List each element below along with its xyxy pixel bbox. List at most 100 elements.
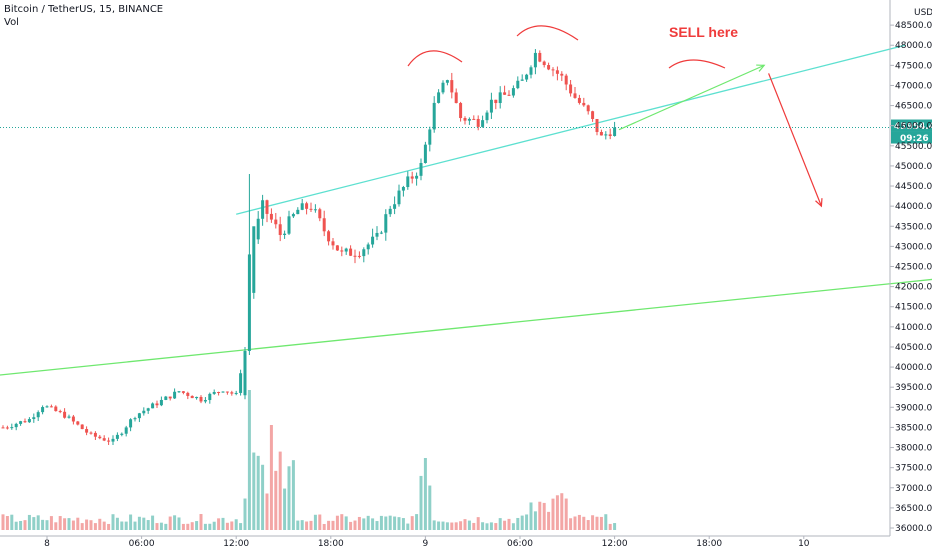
candle-body — [27, 419, 31, 423]
y-tick-label: 36000.00 — [895, 524, 932, 534]
candle-body — [516, 80, 520, 89]
candle-body — [419, 162, 423, 176]
volume-bar — [441, 521, 445, 530]
candle-body — [45, 406, 49, 408]
volume-bar — [58, 516, 62, 530]
volume-bar — [300, 520, 304, 530]
candle-body — [63, 411, 67, 418]
volume-bar — [36, 515, 40, 530]
y-tick-label: 43500.00 — [895, 222, 932, 232]
candle-body — [450, 80, 454, 93]
volume-bar — [481, 522, 485, 530]
head-arc[interactable] — [516, 25, 579, 41]
candle-body — [98, 436, 102, 439]
candle-body — [428, 129, 432, 145]
y-tick-label: 37000.00 — [895, 484, 932, 494]
candle-body — [137, 413, 141, 419]
volume-bar — [23, 520, 27, 530]
x-tick-label: 06:00 — [507, 539, 533, 549]
candle-body — [190, 395, 194, 399]
projection-up-arrow[interactable] — [618, 64, 765, 131]
volume-bar — [269, 425, 273, 530]
volume-bars — [1, 390, 617, 530]
volume-bar — [604, 514, 608, 530]
volume-bar — [291, 460, 295, 530]
candle-body — [71, 416, 75, 422]
trendline-green_support[interactable] — [0, 275, 932, 376]
candle-body — [476, 118, 480, 127]
x-tick-label: 18:00 — [318, 539, 344, 549]
candle-body — [441, 82, 445, 93]
volume-bar — [133, 521, 137, 530]
y-axis[interactable]: 48500.00 48000.00 47500.00 47000.00 46500.00… — [889, 0, 932, 536]
candle-body — [225, 391, 229, 393]
candle-body — [181, 391, 185, 393]
y-tick-label: 46500.00 — [895, 102, 932, 112]
volume-bar — [582, 516, 586, 530]
volume-bar — [555, 495, 559, 530]
candle-body — [406, 176, 410, 188]
right-shoulder-arc[interactable] — [668, 59, 726, 69]
candle-body — [520, 79, 524, 81]
volume-bar — [467, 520, 471, 530]
y-tick-label: 41000.00 — [895, 323, 932, 333]
candle-body — [111, 438, 115, 442]
axis-unit-label: USDT — [914, 8, 932, 18]
y-tick-label: 38000.00 — [895, 444, 932, 454]
volume-bar — [85, 519, 89, 530]
volume-bar — [115, 517, 119, 530]
candle-body — [265, 200, 269, 214]
candle-body — [551, 69, 555, 71]
candle-body — [67, 416, 71, 418]
candle-body — [129, 419, 133, 428]
candle-body — [146, 408, 150, 411]
volume-bar — [54, 522, 58, 530]
volume-bar — [89, 520, 93, 530]
volume-bar — [195, 521, 199, 530]
y-tick-label: 48000.00 — [895, 41, 932, 51]
y-tick-label: 42000.00 — [895, 283, 932, 293]
volume-bar — [19, 520, 23, 530]
candle-body — [503, 92, 507, 95]
candle-body — [177, 391, 181, 393]
candle-body — [494, 99, 498, 104]
volume-bar — [507, 518, 511, 530]
projection-down-arrow[interactable] — [768, 73, 822, 207]
candle-body — [89, 432, 93, 434]
candle-body — [591, 111, 595, 119]
volume-bar — [344, 516, 348, 530]
chart-title: Bitcoin / TetherUS, 15, BINANCE — [4, 4, 164, 15]
candle-body — [371, 236, 375, 245]
candle-body — [344, 248, 348, 252]
candle-body — [221, 391, 225, 393]
candle-body — [485, 112, 489, 121]
candle-body — [247, 254, 251, 351]
candle-body — [36, 412, 40, 418]
candle-body — [124, 427, 128, 434]
left-shoulder-arc[interactable] — [407, 50, 463, 67]
volume-bar — [230, 521, 234, 530]
candle-body — [353, 255, 357, 257]
y-tick-label: 46000.00 — [895, 122, 932, 132]
volume-bar — [129, 514, 133, 530]
volume-bar — [278, 451, 282, 530]
candle-body — [300, 203, 304, 210]
annotations: 45954.45 09:26 SELL here — [0, 24, 932, 208]
countdown-label: 09:26 — [900, 134, 929, 144]
candle-body — [54, 406, 58, 412]
trendline-cyan_channel[interactable] — [236, 44, 906, 215]
candle-body — [410, 176, 414, 179]
volume-bar — [560, 493, 564, 530]
candle-body — [388, 208, 392, 215]
volume-bar — [533, 511, 537, 530]
candle-body — [252, 226, 256, 293]
candle-body — [239, 373, 243, 393]
y-tick-label: 43000.00 — [895, 242, 932, 252]
y-tick-label: 40500.00 — [895, 343, 932, 353]
volume-bar — [243, 498, 247, 530]
candle-body — [340, 250, 344, 252]
candle-body — [463, 118, 467, 121]
volume-bar — [371, 518, 375, 530]
candle-body — [349, 248, 353, 256]
